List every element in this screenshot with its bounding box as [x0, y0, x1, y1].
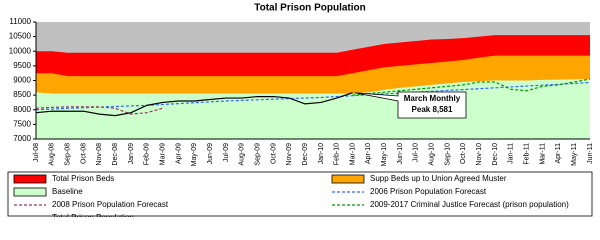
x-tick-label: Dec-08	[112, 143, 119, 166]
line	[352, 78, 591, 96]
y-tick-label: 8000	[13, 105, 31, 114]
chart: Total Prison Population 7000 7500 8000 8500…	[7, 3, 594, 217]
x-tick-label: May-10	[381, 143, 388, 166]
annotation: March Monthly	[404, 94, 461, 103]
y-tick-label: 10500	[9, 32, 32, 41]
x-tick-label: Oct-10	[460, 143, 467, 164]
y-tick-label: 7000	[13, 134, 31, 143]
x-tick-label: Feb-09	[144, 143, 151, 165]
x-tick-label: Oct-08	[80, 143, 87, 164]
x-tick-label: Apr-09	[175, 143, 182, 164]
x-tick-label: May-09	[191, 143, 198, 166]
x-tick-label: Mar-11	[539, 143, 546, 165]
x-tick-label: Nov-09	[286, 143, 293, 166]
x-tick-label: Feb-11	[524, 143, 531, 165]
legend-swatch	[13, 174, 47, 184]
legend-label: Total Prison Beds	[52, 174, 114, 183]
x-tick-label: Dec-10	[492, 143, 499, 166]
y-tick-label: 7500	[13, 119, 31, 128]
x-tick-label: Dec-09	[302, 143, 309, 166]
x-tick-label: Sep-10	[444, 143, 451, 166]
x-tick-label: Oct-09	[270, 143, 277, 164]
x-tick-label: May-11	[571, 143, 578, 166]
legend-label: 2009-2017 Criminal Justice Forecast (pri…	[370, 200, 569, 209]
y-tick-label: 11000	[9, 17, 31, 26]
chart-title: Total Prison Population	[254, 3, 365, 14]
x-tick-label: Mar-10	[349, 143, 356, 165]
x-tick-label: Jul-10	[413, 143, 420, 162]
legend-label: Supp Beds up to Union Agreed Muster	[370, 174, 507, 183]
x-tick-label: Jan-11	[508, 143, 515, 164]
line	[35, 92, 353, 117]
x-tick-label: Aug-10	[429, 143, 436, 166]
x-tick-label: Feb-10	[334, 143, 341, 165]
x-tick-label: Jul-09	[223, 143, 230, 162]
x-tick-label: Apr-11	[555, 143, 562, 164]
x-tick-label: Jun-09	[207, 143, 214, 165]
x-tick-label: Jan-09	[128, 143, 135, 165]
x-tick-label: Nov-08	[96, 143, 103, 166]
y-tick-label: 10000	[9, 46, 32, 55]
line	[35, 81, 591, 111]
y-tick-label: 9500	[13, 61, 31, 70]
x-tick-label: Aug-09	[239, 143, 246, 166]
legend-swatch	[13, 187, 47, 197]
x-tick-label: Mar-09	[159, 143, 166, 165]
x-tick-label: Jun-11	[587, 143, 594, 164]
x-tick-label: Aug-08	[49, 143, 56, 166]
x-tick-label: Nov-10	[476, 143, 483, 166]
legend-label: 2006 Prison Population Forecast	[370, 187, 487, 196]
x-tick-label: Apr-10	[365, 143, 372, 164]
y-tick-label: 8500	[13, 90, 31, 99]
x-tick-label: Sep-08	[65, 143, 72, 166]
x-tick-label: Jul-08	[33, 143, 40, 162]
y-tick-label: 9000	[13, 76, 31, 85]
line	[35, 106, 163, 115]
x-tick-label: Jun-10	[397, 143, 404, 165]
x-tick-label: Jan-10	[318, 143, 325, 165]
legend-label: Baseline	[52, 187, 83, 196]
annotation: Peak 8,581	[412, 105, 453, 114]
legend-label: 2008 Prison Population Forecast	[52, 200, 169, 209]
x-tick-label: Sep-09	[254, 143, 261, 166]
legend	[7, 171, 593, 217]
callout	[354, 91, 467, 119]
legend-swatch	[331, 174, 365, 184]
legend-label: Total Prison Population	[52, 213, 134, 217]
